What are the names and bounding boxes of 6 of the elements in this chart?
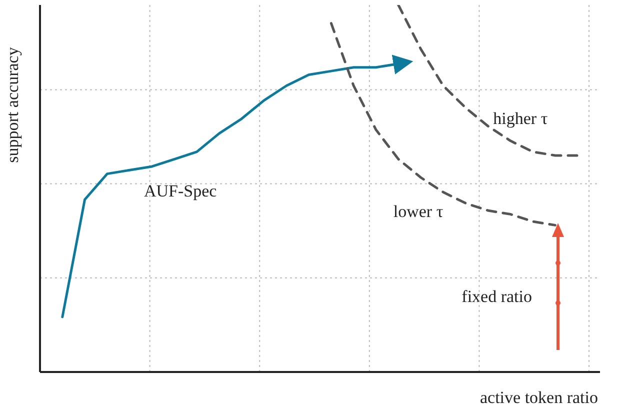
series-label: AUF-Spec <box>144 181 218 200</box>
annotation: fixed ratio <box>462 287 532 307</box>
x-axis-title: active token ratio <box>480 388 598 405</box>
series-label: lower τ <box>393 202 444 222</box>
series-label: higher τ <box>493 108 548 128</box>
y-axis-title: support accuracy <box>3 46 22 163</box>
